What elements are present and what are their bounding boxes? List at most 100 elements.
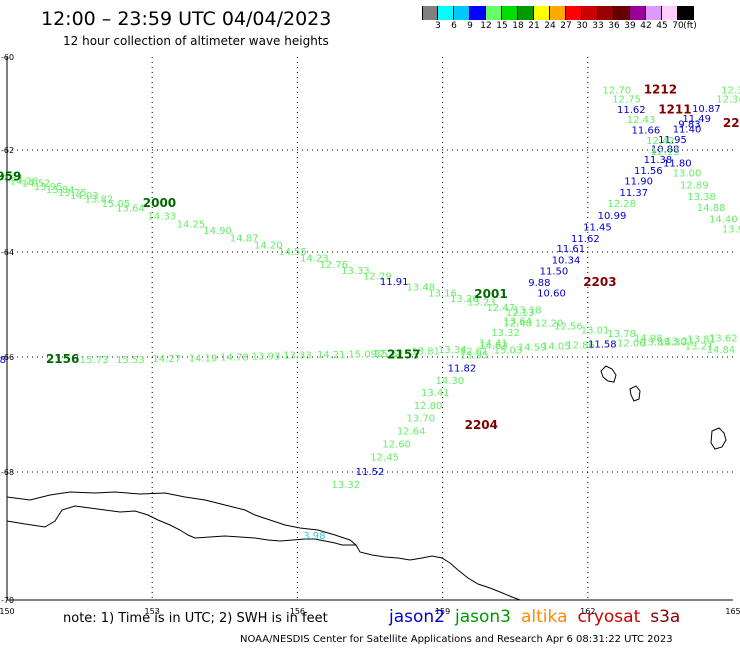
legend-label: 70 [672,21,684,31]
wave-height-label: 14.30 [658,337,687,348]
wave-height-label: 13.21 [685,342,714,353]
latitude-tick-label: -70 [1,596,14,605]
wave-height-label: 11.52 [356,467,385,478]
legend-label: 30 [576,21,588,31]
wave-height-label: 13.33 [283,351,312,362]
wave-height-label: 14.27 [152,354,181,365]
wave-height-label: 9.88 [528,278,550,289]
wave-height-label: 9.83 [678,120,700,131]
wave-height-label: 12.32 [373,349,402,360]
longitude-tick-label: 150 [0,607,15,616]
wave-height-label: 11.90 [624,177,653,188]
wave-height-label: 12.36 [716,95,740,106]
wave-height-label: 14.20 [254,240,283,251]
wave-height-label: 13.78 [607,329,636,340]
wave-height-label: 11.95 [658,135,687,146]
wave-height-label: 12.45 [370,453,399,464]
wave-height-label: 13.48 [406,282,435,293]
wave-height-label: 3.98 [303,531,325,542]
legend-swatch [582,6,598,20]
wave-height-label: 11.58 [588,340,617,351]
legend-swatch [550,6,566,20]
satellite-jason2: jason2 [389,607,445,627]
wave-height-label: 13.9 [722,225,740,236]
satellite-jason3: jason3 [455,607,511,627]
wave-height-label: 12.64 [397,427,426,438]
wave-height-label: 13.75 [58,188,87,199]
wave-height-label: 13.01 [581,325,610,336]
wave-height-label: 11.62 [571,234,600,245]
wave-height-label: 9.98 [0,355,6,366]
satellite-cryosat: cryosat [577,607,641,627]
wave-height-label: 13.82 [85,195,114,206]
latitude-tick-label: -60 [1,53,14,62]
wave-height-label: 13.26 [450,294,479,305]
wave-height-label: 14.59 [518,343,547,354]
wave-height-label: 15.03 [494,345,523,356]
wave-height-label: 13.95 [460,351,489,362]
wave-height-label: 11.45 [583,223,612,234]
wave-height-label: 14.19 [189,354,218,365]
wave-height-label: 13.93 [252,351,281,362]
pass-time-label: 1959 [0,170,21,184]
pass-time-label: 2157 [387,348,420,362]
longitude-tick-label: 162 [580,607,595,616]
wave-height-label: 12.76 [319,260,348,271]
legend-swatch [678,6,694,20]
legend-swatch [470,6,486,20]
wave-height-label: 14.78 [220,352,249,363]
island-balleny-2 [629,385,641,402]
wave-height-label: 11.38 [644,155,673,166]
wave-height-label: 14.90 [203,226,232,237]
wave-height-label: 12.13 [506,308,535,319]
legend-unit: (ft) [683,21,697,31]
legend-swatch [486,6,502,20]
wave-height-label: 14.88 [697,203,726,214]
wave-height-label: 13.81 [411,346,440,357]
coastline-antarctica [6,491,521,601]
coastline-peninsula [6,505,356,546]
wave-height-label: 14.55 [278,247,307,258]
island-balleny-3 [710,427,727,450]
wave-height-label: 13.16 [428,289,457,300]
wave-height-label: 12.47 [486,303,515,314]
wave-height-label: 13.64 [503,316,532,327]
wave-height-label: 11.56 [634,166,663,177]
longitude-tick-label: 159 [435,607,450,616]
legend-label: 45 [656,21,668,31]
satellite-legend: jason2 jason3 altika cryosat s3a [389,607,690,627]
wave-height-label: 15.05 [102,199,131,210]
wave-height-label: 12.06 [617,339,646,350]
wave-height-label: 14.33 [148,211,177,222]
wave-height-label: 12.31 [721,85,740,96]
wave-height-label: 13.18 [513,305,542,316]
wave-height-label: 11.80 [663,158,692,169]
wave-height-label: 12.20 [535,319,564,330]
page-title: 12:00 – 23:59 UTC 04/04/2023 [41,8,332,30]
legend-swatch [662,6,678,20]
longitude-tick-label: 153 [145,607,160,616]
page-subtitle: 12 hour collection of altimeter wave hei… [63,34,329,48]
wave-height-label: 11.50 [540,267,569,278]
wave-height-label: 11.61 [557,244,586,255]
wave-height-label: 12.60 [382,439,411,450]
wave-height-label: 10.60 [537,289,566,300]
satellite-s3a: s3a [650,607,681,627]
wave-height-label: 13.85 [641,337,670,348]
wave-height-label: 14.03 [70,191,99,202]
wave-height-label: 12.89 [680,180,709,191]
wave-height-label: 12.56 [554,322,583,333]
pass-time-label: 220 [723,116,740,130]
wave-height-label: 15.09 [348,350,377,361]
note-text: note: 1) Time is in UTC; 2) SWH is in fe… [63,611,328,626]
wave-height-label: 12.75 [612,95,641,106]
legend-label: 6 [451,21,457,31]
latitude-tick-label: -68 [1,468,14,477]
wave-height-label: 14.25 [177,220,206,231]
pass-time-label: 2001 [474,287,507,301]
wave-height-label: 14.21 [317,350,346,361]
wave-height-label: 12.48 [503,319,532,330]
legend-swatch [518,6,534,20]
legend-label-row: 3 6 9 12 15 18 21 24 27 30 33 36 39 42 45 70 (ft) [422,20,697,32]
